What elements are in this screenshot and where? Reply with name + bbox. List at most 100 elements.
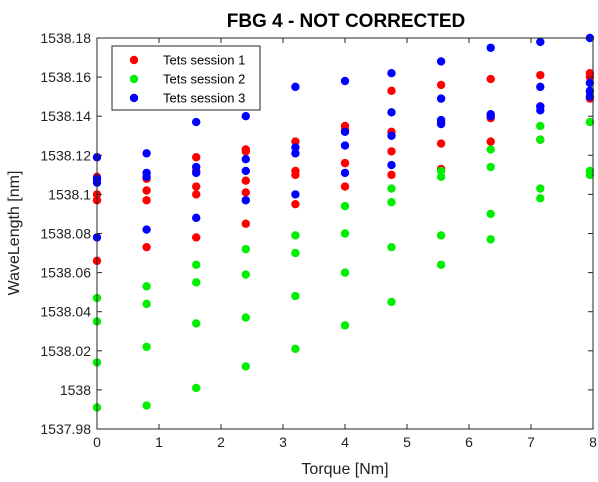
data-point-series-1 — [436, 80, 446, 90]
x-tick-label: 0 — [93, 434, 101, 450]
data-point-series-2 — [142, 401, 151, 410]
data-point-series-1 — [241, 145, 250, 154]
x-axis-label: Torque [Nm] — [301, 461, 388, 478]
data-point-series-2 — [192, 278, 201, 287]
data-point-series-3 — [486, 110, 495, 119]
x-tick-label: 8 — [589, 434, 597, 450]
data-point-series-2 — [536, 121, 545, 131]
data-point-series-2 — [241, 270, 250, 279]
data-point-series-3 — [192, 162, 201, 172]
legend-label: Tets session 1 — [163, 53, 245, 68]
legend-marker — [129, 93, 139, 103]
y-tick-label: 1538.16 — [40, 69, 91, 85]
y-tick-label: 1537.98 — [40, 421, 91, 437]
data-point-series-2 — [486, 209, 495, 219]
data-point-series-2 — [142, 342, 151, 352]
data-point-series-3 — [387, 160, 396, 170]
y-tick-label: 1538.08 — [40, 226, 91, 242]
data-point-series-3 — [142, 225, 151, 234]
data-point-series-1 — [486, 137, 495, 146]
data-point-series-3 — [340, 76, 350, 86]
data-point-series-2 — [241, 313, 250, 322]
data-point-series-1 — [241, 176, 250, 185]
data-point-series-2 — [536, 184, 545, 193]
x-tick-label: 5 — [403, 434, 411, 450]
data-point-series-3 — [536, 82, 545, 92]
y-tick-label: 1538.02 — [40, 343, 91, 359]
data-point-series-3 — [192, 213, 201, 223]
data-point-series-2 — [436, 260, 446, 269]
data-point-series-2 — [585, 166, 595, 176]
data-point-series-1 — [536, 70, 545, 80]
data-point-series-1 — [142, 186, 151, 195]
data-point-series-2 — [340, 321, 350, 330]
data-point-series-2 — [536, 194, 545, 203]
data-point-series-2 — [436, 231, 446, 240]
x-tick-label: 6 — [465, 434, 473, 450]
data-point-series-2 — [387, 297, 396, 307]
data-point-series-1 — [192, 233, 201, 242]
chart-title: FBG 4 - NOT CORRECTED — [227, 11, 466, 32]
legend-marker — [129, 74, 139, 84]
data-point-series-1 — [387, 170, 396, 180]
data-point-series-1 — [192, 190, 201, 199]
data-point-series-2 — [486, 235, 495, 244]
data-point-series-1 — [436, 139, 446, 148]
data-point-series-1 — [241, 188, 250, 197]
data-point-series-2 — [436, 166, 446, 176]
data-point-series-2 — [291, 248, 300, 258]
data-point-series-1 — [142, 196, 151, 205]
data-point-series-2 — [387, 242, 396, 252]
data-point-series-2 — [536, 135, 545, 144]
data-point-series-3 — [536, 37, 545, 47]
data-point-series-1 — [192, 182, 201, 191]
data-point-series-1 — [241, 219, 250, 228]
y-tick-label: 1538.1 — [48, 186, 91, 202]
data-point-series-3 — [387, 131, 396, 140]
data-point-series-1 — [192, 153, 201, 162]
data-point-series-3 — [142, 149, 151, 158]
data-point-series-3 — [192, 117, 201, 127]
y-tick-label: 1538.12 — [40, 147, 91, 163]
data-point-series-2 — [486, 162, 495, 172]
data-point-series-1 — [340, 182, 350, 191]
data-point-series-3 — [291, 149, 300, 158]
data-point-series-2 — [585, 117, 595, 127]
data-point-series-2 — [387, 198, 396, 207]
y-axis-label: WaveLength [nm] — [6, 171, 23, 296]
data-point-series-3 — [387, 108, 396, 117]
y-tick-label: 1538.04 — [40, 304, 91, 320]
data-point-series-2 — [436, 172, 446, 182]
data-point-series-1 — [387, 86, 396, 95]
legend-marker — [129, 55, 139, 65]
data-point-series-2 — [340, 229, 350, 238]
data-point-series-3 — [486, 43, 495, 52]
legend: Tets session 1 Tets session 2 Tets session… — [111, 45, 261, 111]
data-point-series-3 — [585, 92, 595, 101]
data-point-series-1 — [340, 158, 350, 168]
data-point-series-2 — [142, 299, 151, 309]
data-point-series-2 — [142, 282, 151, 291]
y-tick-label: 1538.18 — [40, 30, 91, 46]
data-point-series-2 — [340, 201, 350, 211]
data-point-series-3 — [241, 112, 250, 121]
x-axis: 0 1 2 3 4 5 6 7 8 — [93, 38, 597, 450]
data-point-series-3 — [585, 86, 595, 95]
y-tick-label: 1538.14 — [40, 108, 91, 124]
y-tick-label: 1538.06 — [40, 265, 91, 281]
data-point-series-1 — [585, 68, 595, 78]
data-point-series-2 — [241, 362, 250, 371]
data-point-series-3 — [436, 57, 446, 66]
x-tick-label: 4 — [341, 434, 349, 450]
data-point-series-3 — [340, 141, 350, 150]
data-point-series-2 — [192, 383, 201, 393]
data-point-series-1 — [291, 166, 300, 176]
x-tick-label: 3 — [279, 434, 287, 450]
data-point-series-2 — [192, 260, 201, 269]
x-tick-label: 2 — [217, 434, 225, 450]
y-axis: 1537.98 1538 1538.02 1538.04 1538.06 1538.08 1… — [40, 30, 593, 437]
data-point-series-2 — [241, 244, 250, 254]
data-point-series-1 — [291, 199, 300, 209]
data-point-series-2 — [192, 319, 201, 328]
